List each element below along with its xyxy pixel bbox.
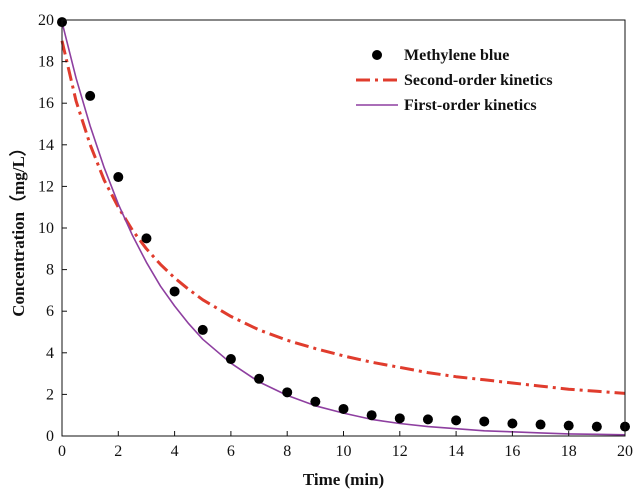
data-point [563, 420, 574, 431]
data-point [422, 414, 433, 425]
y-tick-label: 8 [46, 262, 54, 279]
y-tick-label: 2 [46, 386, 54, 403]
y-axis-title: Concentration（mg/L） [8, 139, 28, 317]
x-tick-label: 10 [336, 443, 352, 460]
data-point [113, 172, 124, 183]
plot-area [57, 17, 630, 436]
data-point [366, 410, 377, 421]
x-tick-label: 6 [227, 443, 235, 460]
data-point [451, 415, 462, 426]
x-tick-label: 18 [561, 443, 577, 460]
y-tick-label: 20 [38, 12, 54, 29]
data-point [282, 387, 293, 398]
legend-label: Methylene blue [404, 47, 509, 64]
y-tick-label: 16 [38, 95, 54, 112]
data-point [535, 419, 546, 430]
y-tick-label: 0 [46, 428, 54, 445]
legend-marker [372, 50, 382, 60]
axes: 0 2 4 6 8 10 12 14 16 18 20 0 2 4 6 8 10 12 14 16 18 20 [38, 12, 633, 460]
data-point [141, 233, 152, 244]
y-tick-label: 6 [46, 303, 54, 320]
series-line [60, 40, 626, 395]
data-point [197, 324, 208, 335]
y-tick-label: 18 [38, 54, 54, 71]
data-point [225, 354, 236, 365]
x-tick-label: 14 [448, 443, 464, 460]
x-tick-label: 12 [392, 443, 408, 460]
x-tick-label: 2 [114, 443, 122, 460]
y-tick-label: 12 [38, 178, 54, 195]
x-tick-label: 0 [58, 443, 66, 460]
series-line [61, 21, 626, 436]
legend-label: First-order kinetics [404, 97, 537, 114]
x-tick-label: 20 [617, 443, 633, 460]
x-tick-label: 4 [171, 443, 179, 460]
data-point [394, 413, 405, 424]
data-point [169, 286, 180, 297]
data-point [85, 90, 96, 101]
legend: Methylene blue Second-order kinetics First… [350, 38, 580, 122]
x-axis-title: Time (min) [303, 470, 384, 489]
data-point [310, 396, 321, 407]
legend-label: Second-order kinetics [404, 72, 553, 89]
x-tick-label: 16 [504, 443, 520, 460]
data-point [254, 373, 265, 384]
y-tick-label: 10 [38, 220, 54, 237]
x-tick-label: 8 [283, 443, 291, 460]
data-point [591, 421, 602, 432]
y-tick-label: 14 [38, 137, 54, 154]
data-point [479, 416, 490, 427]
y-tick-label: 4 [46, 345, 54, 362]
data-point [507, 418, 518, 429]
data-point [338, 403, 349, 414]
